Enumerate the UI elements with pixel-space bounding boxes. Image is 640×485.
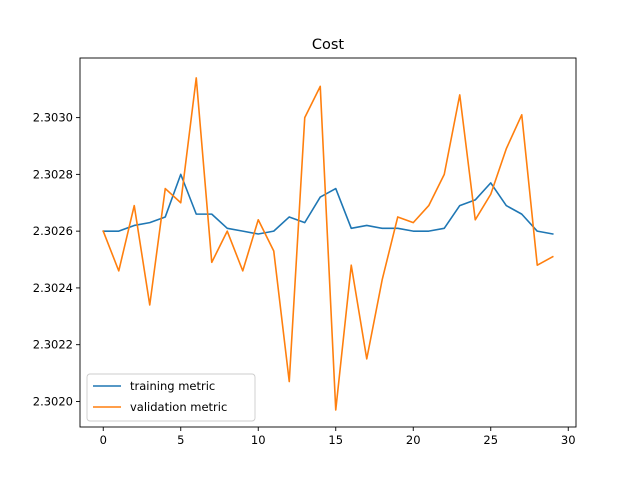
x-tick-label: 20 xyxy=(406,433,421,447)
x-tick-label: 5 xyxy=(177,433,184,447)
x-tick-label: 10 xyxy=(251,433,266,447)
x-tick-label: 25 xyxy=(483,433,498,447)
y-tick-label: 2.3024 xyxy=(33,281,73,295)
legend-label: training metric xyxy=(130,379,215,393)
legend-label: validation metric xyxy=(130,400,227,414)
y-tick-label: 2.3020 xyxy=(33,394,73,408)
x-tick-label: 15 xyxy=(328,433,343,447)
plot-area: 0 5 10 15 20 25 30 2.3020 2.3022 2.3024 2.3026 2.30… xyxy=(33,57,577,447)
axes-frame xyxy=(79,57,577,428)
y-tick-label: 2.3028 xyxy=(33,167,73,181)
chart-title: Cost xyxy=(312,37,345,53)
series-line-validation xyxy=(102,77,554,411)
legend-box xyxy=(86,373,256,422)
x-tick-label: 0 xyxy=(100,433,107,447)
series-line-training xyxy=(102,173,554,235)
y-tick-label: 2.3022 xyxy=(33,338,73,352)
y-tick-label: 2.3030 xyxy=(33,111,73,125)
y-tick-label: 2.3026 xyxy=(33,224,73,238)
x-tick-label: 30 xyxy=(561,433,576,447)
